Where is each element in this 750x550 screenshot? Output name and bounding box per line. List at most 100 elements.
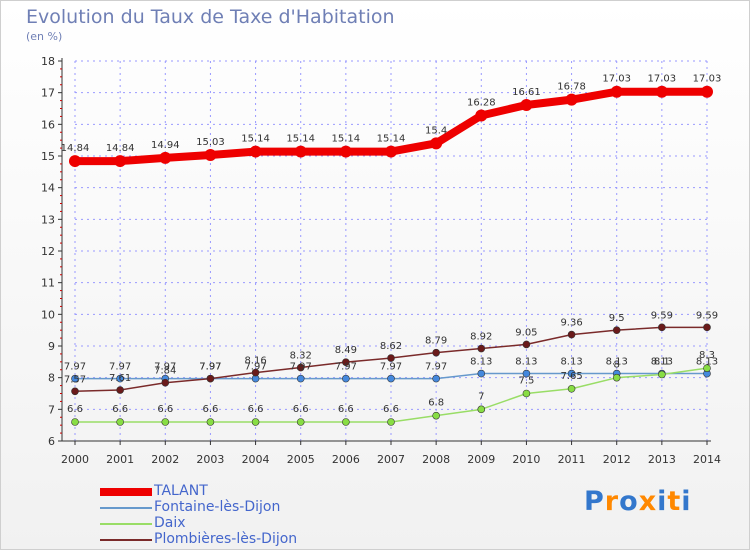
data-label-talant: 14.84	[106, 143, 135, 154]
data-label-fontaine: 8.13	[515, 357, 537, 368]
y-tick-label: 6	[48, 435, 55, 448]
data-label-plombieres: 7.61	[109, 373, 131, 384]
y-tick-label: 7	[48, 403, 55, 416]
data-label-talant: 15.14	[377, 134, 406, 145]
x-tick-label: 2003	[196, 453, 224, 466]
data-label-plombieres: 7.84	[154, 366, 176, 377]
data-point-plombieres	[116, 386, 124, 394]
data-point-plombieres	[703, 323, 711, 332]
data-label-fontaine: 8.13	[651, 357, 673, 368]
data-point-daix	[251, 418, 260, 426]
data-label-plombieres: 7.57	[64, 374, 86, 385]
x-tick-label: 2011	[558, 453, 586, 466]
x-tick-label: 2007	[377, 453, 405, 466]
legend-swatch-fontaine	[100, 507, 152, 509]
data-label-daix: 6.6	[202, 404, 218, 415]
data-label-daix: 6.6	[157, 404, 173, 415]
y-tick-label: 12	[41, 245, 55, 258]
data-label-talant: 15.14	[286, 134, 315, 145]
x-tick-label: 2010	[512, 453, 540, 466]
data-label-talant: 16.78	[557, 82, 586, 93]
data-point-talant	[294, 145, 307, 158]
data-label-talant: 17.03	[693, 74, 722, 85]
data-label-daix: 8	[614, 360, 620, 371]
x-tick-label: 2012	[603, 453, 631, 466]
data-point-talant	[114, 155, 127, 168]
data-point-daix	[161, 418, 170, 426]
data-point-daix	[116, 418, 124, 426]
data-label-fontaine: 7.97	[109, 362, 131, 373]
legend-swatch-talant	[100, 488, 152, 496]
data-label-fontaine: 7.97	[154, 362, 176, 373]
legend-swatch-plombieres	[100, 539, 152, 541]
logo-letter: o	[619, 486, 639, 517]
y-tick-label: 18	[41, 55, 55, 68]
data-label-plombieres: 7.97	[199, 362, 221, 373]
data-point-fontaine	[116, 374, 124, 383]
data-label-daix: 6.6	[112, 404, 128, 415]
data-label-talant: 15.14	[332, 134, 361, 145]
data-point-daix	[567, 384, 576, 393]
data-label-fontaine: 7.97	[199, 362, 221, 373]
data-label-talant: 17.03	[602, 74, 631, 85]
data-point-plombieres	[206, 374, 215, 383]
y-tick-label: 10	[41, 308, 55, 321]
data-point-plombieres	[477, 344, 486, 353]
data-label-plombieres: 9.36	[560, 318, 582, 329]
data-label-daix: 8.3	[699, 350, 715, 361]
data-point-fontaine	[342, 374, 350, 383]
chart-unit: (en %)	[26, 30, 63, 43]
data-label-fontaine: 7.97	[425, 362, 447, 373]
x-tick-label: 2002	[151, 453, 179, 466]
data-point-talant	[69, 155, 81, 168]
data-label-plombieres: 8.32	[290, 351, 312, 362]
data-label-fontaine: 7.97	[380, 362, 402, 373]
data-point-plombieres	[71, 387, 79, 396]
y-tick-label: 13	[41, 213, 55, 226]
data-label-fontaine: 8.13	[606, 357, 628, 368]
data-label-plombieres: 8.92	[470, 332, 492, 343]
y-tick-label: 15	[41, 150, 55, 163]
data-label-plombieres: 8.62	[380, 341, 402, 352]
data-point-plombieres	[567, 330, 576, 339]
data-label-daix: 7	[478, 391, 484, 402]
data-point-talant	[701, 85, 713, 98]
logo-letter: i	[681, 486, 692, 517]
data-point-plombieres	[387, 354, 395, 362]
x-tick-label: 2005	[287, 453, 315, 466]
data-point-talant	[520, 99, 533, 112]
x-tick-label: 2008	[422, 453, 450, 466]
data-label-talant: 14.84	[61, 143, 90, 154]
data-label-daix: 6.6	[67, 404, 83, 415]
data-point-talant	[204, 149, 217, 162]
data-point-talant	[249, 145, 262, 158]
legend-label: TALANT	[154, 483, 208, 499]
data-point-fontaine	[477, 369, 486, 378]
data-label-fontaine: 7.97	[335, 362, 357, 373]
data-label-plombieres: 9.59	[696, 310, 718, 321]
data-label-fontaine: 8.13	[560, 357, 582, 368]
data-point-plombieres	[658, 323, 666, 332]
data-label-fontaine: 8.13	[470, 357, 492, 368]
data-label-talant: 17.03	[648, 74, 677, 85]
data-point-talant	[655, 85, 668, 98]
proxiti-logo: Proxiti	[584, 486, 692, 517]
data-label-plombieres: 8.49	[335, 345, 357, 356]
legend-swatch-daix	[100, 523, 152, 525]
data-label-daix: 6.6	[293, 404, 309, 415]
data-point-daix	[296, 418, 305, 426]
chart-title: Evolution du Taux de Taxe d'Habitation	[26, 6, 395, 28]
data-point-plombieres	[161, 378, 170, 387]
data-point-fontaine	[296, 374, 305, 383]
data-label-daix: 6.8	[428, 398, 444, 409]
logo-letter: t	[667, 486, 682, 517]
data-point-fontaine	[71, 374, 79, 383]
data-point-talant	[339, 145, 352, 158]
data-point-talant	[610, 85, 623, 98]
data-label-plombieres: 9.05	[515, 327, 537, 338]
logo-letter: r	[604, 486, 620, 517]
data-point-talant	[430, 137, 443, 150]
data-point-fontaine	[567, 369, 576, 378]
data-point-plombieres	[342, 358, 350, 366]
